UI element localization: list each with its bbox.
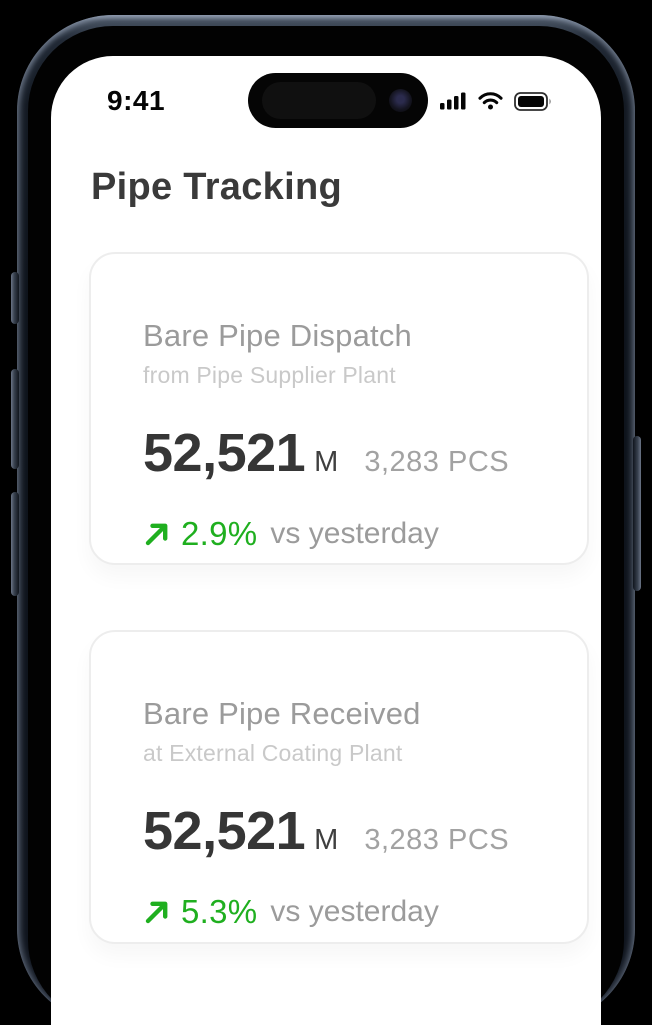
app-screen: 9:41 — [51, 56, 601, 1025]
phone-mockup: 9:41 — [11, 15, 641, 1025]
wifi-icon — [478, 92, 503, 110]
card-bare-pipe-dispatch[interactable]: Bare Pipe Dispatch from Pipe Supplier Pl… — [89, 252, 589, 565]
secondary-value: 3,283 PCS — [364, 446, 510, 478]
page-title: Pipe Tracking — [91, 166, 342, 208]
power-button — [633, 436, 641, 591]
front-camera-icon — [389, 89, 412, 112]
primary-value: 52,521 — [143, 423, 306, 483]
dynamic-island — [248, 73, 428, 128]
trend-up-arrow-icon — [145, 901, 168, 924]
phone-bezel: 9:41 — [28, 26, 624, 1025]
change-row: 2.9% vs yesterday — [143, 515, 537, 553]
card-title: Bare Pipe Dispatch — [143, 318, 412, 353]
volume-up-button — [11, 369, 19, 469]
card-bare-pipe-received[interactable]: Bare Pipe Received at External Coating P… — [89, 630, 589, 944]
battery-icon — [514, 91, 551, 111]
value-row: 52,521 M 3,283 PCS — [143, 800, 537, 862]
secondary-value: 3,283 PCS — [364, 824, 510, 856]
change-percent: 2.9% — [181, 515, 258, 552]
volume-down-button — [11, 492, 19, 596]
change-label: vs yesterday — [270, 517, 439, 550]
status-icons — [440, 91, 553, 111]
card-subtitle: at External Coating Plant — [143, 740, 403, 766]
action-button — [11, 272, 19, 324]
primary-unit: M — [314, 824, 339, 856]
cellular-signal-icon — [440, 92, 466, 110]
speaker-slot — [262, 82, 376, 119]
card-title: Bare Pipe Received — [143, 696, 421, 731]
card-subtitle: from Pipe Supplier Plant — [143, 362, 396, 388]
status-bar: 9:41 — [51, 56, 601, 120]
trend-up-arrow-icon — [145, 523, 168, 546]
primary-unit: M — [314, 446, 339, 478]
primary-value: 52,521 — [143, 801, 306, 861]
value-row: 52,521 M 3,283 PCS — [143, 422, 537, 484]
change-row: 5.3% vs yesterday — [143, 893, 537, 931]
change-percent: 5.3% — [181, 893, 258, 930]
change-label: vs yesterday — [270, 895, 439, 928]
status-time: 9:41 — [107, 85, 166, 116]
